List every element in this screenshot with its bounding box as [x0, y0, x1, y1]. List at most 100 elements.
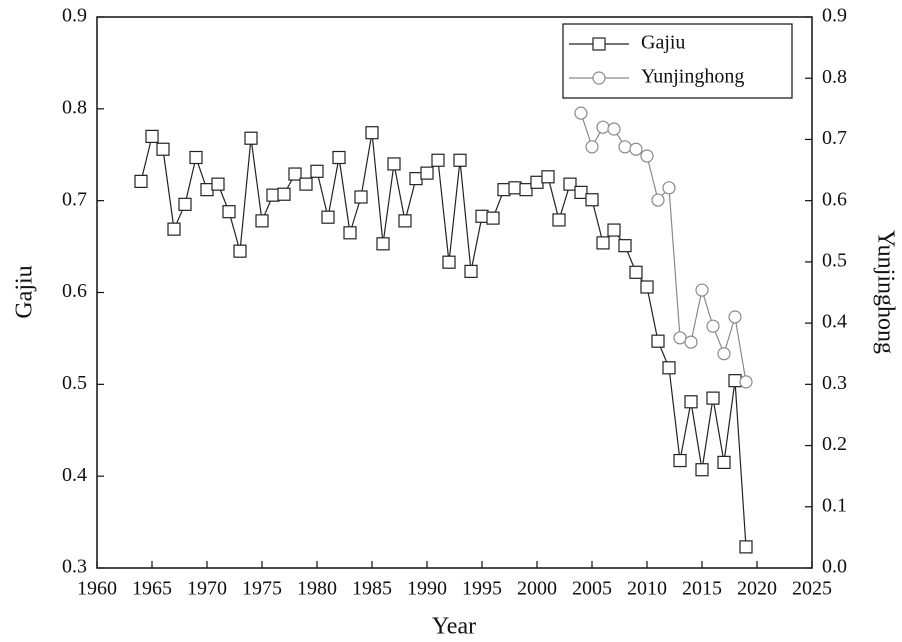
data-point [596, 236, 610, 250]
y-tick-label: 0.9 [62, 5, 87, 27]
data-point [585, 140, 599, 154]
data-point [530, 175, 544, 189]
x-tick-label: 1975 [242, 578, 282, 600]
data-point [519, 183, 533, 197]
y2-tick-label: 0.7 [822, 127, 847, 149]
data-point [640, 149, 654, 163]
data-point [618, 140, 632, 154]
data-point [288, 167, 302, 181]
data-point [343, 226, 357, 240]
data-point [222, 205, 236, 219]
y-tick-label: 0.3 [62, 556, 87, 578]
data-point [321, 210, 335, 224]
x-tick-label: 1980 [297, 578, 337, 600]
data-point [684, 335, 698, 349]
data-point [739, 375, 753, 389]
y2-axis-title: Yunjinghong [872, 230, 898, 354]
data-point [640, 280, 654, 294]
y2-tick-label: 0.4 [822, 311, 847, 333]
data-point [409, 172, 423, 186]
y-tick-label: 0.7 [62, 188, 87, 210]
data-point [563, 177, 577, 191]
data-point [464, 264, 478, 278]
x-tick-label: 1985 [352, 578, 392, 600]
y2-tick-label: 0.0 [822, 556, 847, 578]
data-point [717, 455, 731, 469]
data-point [310, 164, 324, 178]
data-point [574, 106, 588, 120]
x-tick-label: 2015 [682, 578, 722, 600]
data-point [618, 239, 632, 253]
x-tick-label: 2010 [627, 578, 667, 600]
x-tick-label: 2000 [517, 578, 557, 600]
legend-box [562, 23, 793, 99]
data-point [167, 222, 181, 236]
data-point [651, 193, 665, 207]
x-tick-label: 1970 [187, 578, 227, 600]
data-point [244, 131, 258, 145]
x-tick-label: 2025 [792, 578, 832, 600]
data-point [673, 331, 687, 345]
data-point [266, 188, 280, 202]
y-tick-label: 0.5 [62, 372, 87, 394]
data-point [684, 395, 698, 409]
data-point [156, 142, 170, 156]
x-tick-label: 2020 [737, 578, 777, 600]
data-point [420, 166, 434, 180]
data-point [596, 120, 610, 134]
data-point [651, 334, 665, 348]
data-point [376, 237, 390, 251]
data-point [365, 126, 379, 140]
data-point [574, 185, 588, 200]
data-point [497, 183, 511, 197]
data-point [607, 223, 621, 237]
data-point [673, 453, 687, 468]
data-point [552, 213, 566, 227]
data-point [277, 187, 291, 201]
data-point [145, 129, 159, 143]
data-point [695, 283, 709, 297]
x-tick-label: 1965 [132, 578, 172, 600]
data-point [717, 347, 731, 361]
data-point [508, 181, 522, 195]
data-point [431, 153, 445, 167]
y2-tick-label: 0.2 [822, 433, 847, 455]
data-point [332, 150, 346, 165]
data-point [662, 181, 676, 195]
data-point [739, 540, 753, 554]
data-point [541, 170, 555, 184]
y2-tick-label: 0.8 [822, 66, 847, 88]
legend-label: Gajiu [641, 32, 685, 54]
data-point [629, 142, 643, 156]
y2-tick-label: 0.1 [822, 494, 847, 516]
data-point [134, 174, 148, 188]
x-tick-label: 2005 [572, 578, 612, 600]
data-point [706, 319, 720, 333]
data-point [398, 214, 412, 228]
data-point [695, 463, 709, 477]
data-point [255, 214, 269, 228]
data-point [486, 211, 500, 225]
x-tick-label: 1995 [462, 578, 502, 600]
data-point [706, 391, 720, 405]
data-point [629, 265, 643, 279]
y2-tick-label: 0.5 [822, 249, 847, 271]
data-point [662, 361, 676, 375]
data-point [387, 157, 401, 171]
legend-marker [592, 37, 606, 51]
x-tick-label: 1990 [407, 578, 447, 600]
data-point [354, 190, 368, 204]
y-tick-label: 0.8 [62, 96, 87, 118]
data-point [728, 310, 742, 324]
x-axis-title: Year [432, 614, 476, 640]
data-point [299, 177, 313, 191]
data-point [475, 209, 489, 223]
data-point [189, 150, 203, 165]
legend-marker [592, 71, 606, 85]
data-point [211, 177, 225, 191]
data-point [585, 193, 599, 207]
y2-tick-label: 0.6 [822, 188, 847, 210]
y2-tick-label: 0.9 [822, 5, 847, 27]
y-tick-label: 0.4 [62, 464, 87, 486]
